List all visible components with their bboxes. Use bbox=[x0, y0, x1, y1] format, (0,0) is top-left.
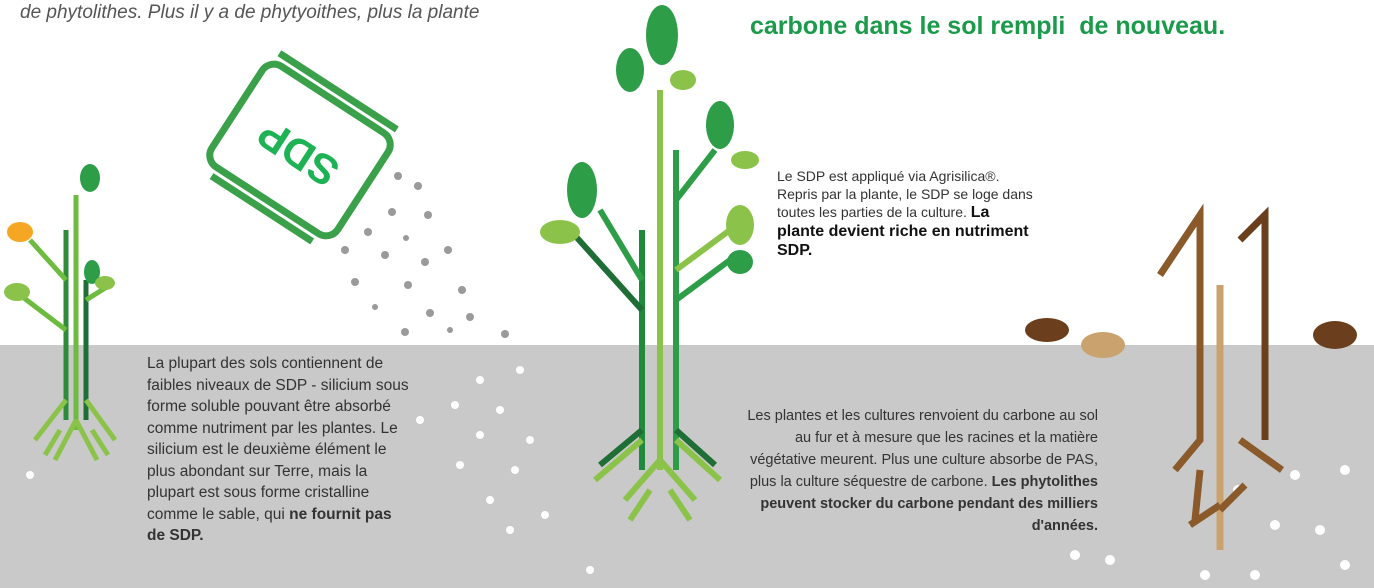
falling-grains bbox=[341, 172, 509, 338]
panel-text: La plupart des sols contiennent de faibl… bbox=[147, 353, 412, 547]
panel-body: La plupart des sols contiennent de faibl… bbox=[147, 355, 409, 523]
leaf bbox=[80, 164, 100, 192]
leaf bbox=[4, 283, 30, 301]
panel-text: Les plantes et les cultures renvoient du… bbox=[745, 405, 1098, 537]
page: SDP bbox=[0, 0, 1374, 588]
top-right-text: carbone dans le sol rempli de nouveau. bbox=[750, 12, 1225, 40]
leaf bbox=[7, 222, 33, 242]
panel-text: Le SDP est appliqué via Agrisilica®. Rep… bbox=[777, 167, 1039, 260]
leaf bbox=[95, 276, 115, 290]
top-left-text: de phytolithes. Plus il y a de phytyoith… bbox=[20, 2, 479, 24]
panel-body: Le SDP est appliqué via Agrisilica®. Rep… bbox=[777, 168, 1033, 220]
